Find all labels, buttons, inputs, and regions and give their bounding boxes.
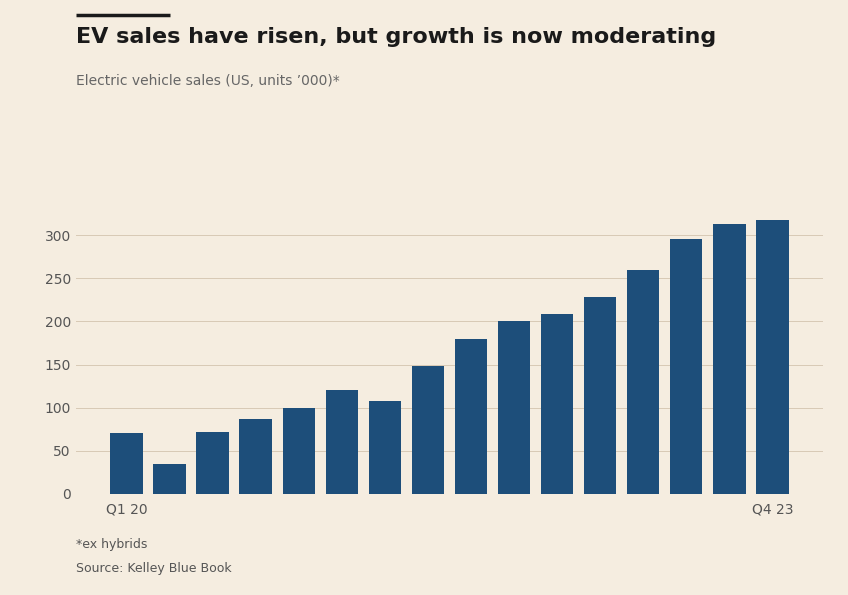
Bar <box>282 408 315 494</box>
Bar <box>670 239 702 494</box>
Bar <box>326 390 358 494</box>
Bar <box>369 400 401 494</box>
Text: Electric vehicle sales (US, units ’000)*: Electric vehicle sales (US, units ’000)* <box>76 74 340 89</box>
Text: *ex hybrids: *ex hybrids <box>76 538 148 552</box>
Bar <box>197 432 229 494</box>
Bar <box>110 434 142 494</box>
Bar <box>584 298 616 494</box>
Bar <box>756 220 789 494</box>
Bar <box>239 419 271 494</box>
Bar <box>713 224 745 494</box>
Bar <box>498 321 530 494</box>
Text: Source: Kelley Blue Book: Source: Kelley Blue Book <box>76 562 232 575</box>
Bar <box>412 367 444 494</box>
Bar <box>153 464 186 494</box>
Bar <box>628 270 660 494</box>
Text: EV sales have risen, but growth is now moderating: EV sales have risen, but growth is now m… <box>76 27 717 47</box>
Bar <box>541 315 573 494</box>
Bar <box>455 339 487 494</box>
